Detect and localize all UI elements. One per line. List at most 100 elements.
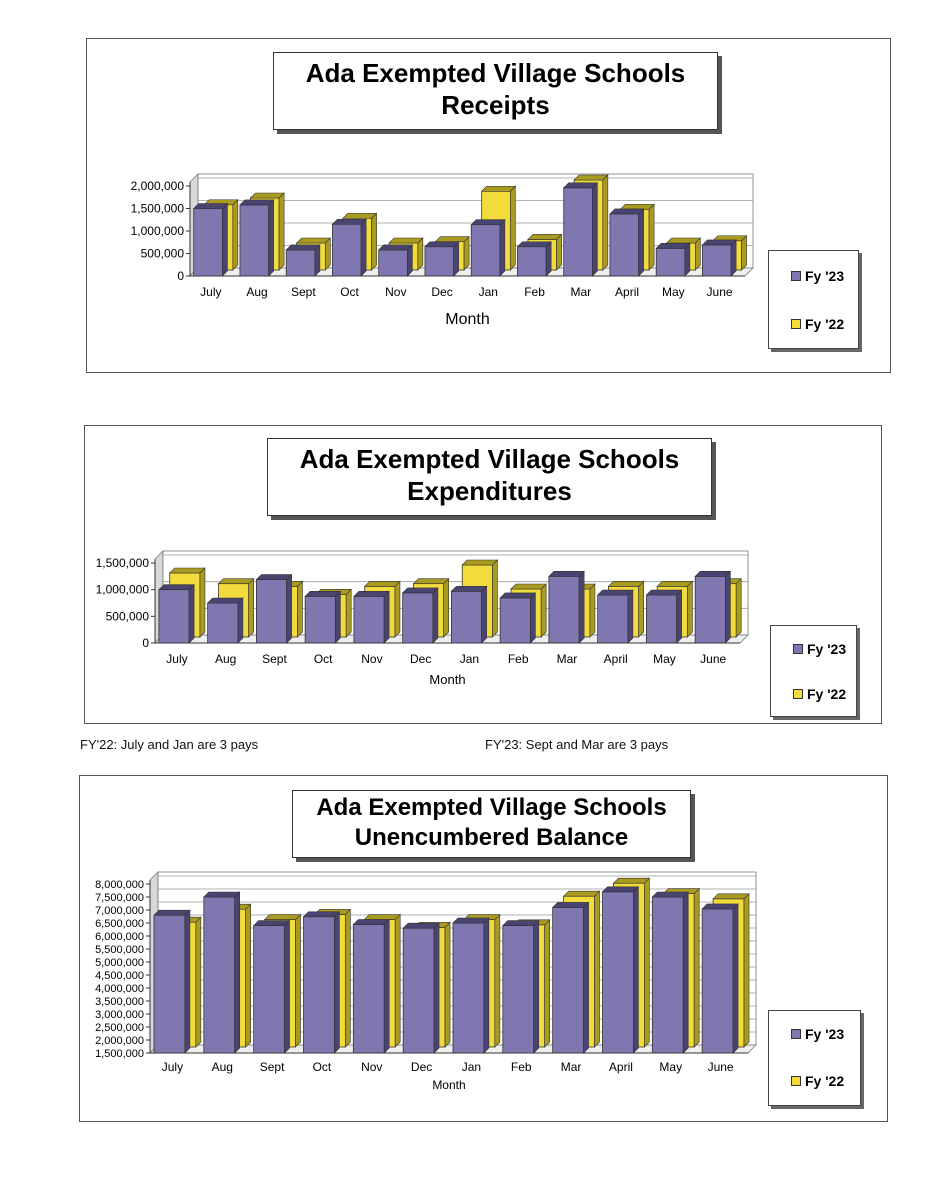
fy23-bar-top xyxy=(596,589,634,596)
fy23-bar-side xyxy=(184,909,191,1054)
x-tick-label: May xyxy=(659,1060,682,1074)
fy22-bar-top xyxy=(169,567,206,574)
fy23-bar-top xyxy=(562,182,599,189)
fy23-bar-side xyxy=(533,919,540,1054)
fy22-bar-side xyxy=(297,580,303,638)
expenditures-legend: Fy '23 Fy '22 xyxy=(770,625,857,717)
fy23-bar-top xyxy=(304,591,342,597)
x-tick-label: June xyxy=(708,1060,734,1074)
fy22-bar-top xyxy=(249,192,285,199)
legend-label: Fy '22 xyxy=(805,1073,845,1089)
y-tick-label: 8,000,000 xyxy=(95,879,144,891)
fy23-bar xyxy=(602,891,634,1054)
fy23-bar xyxy=(470,224,501,277)
fy23-bar-side xyxy=(360,218,367,277)
fy22-note: FY'22: July and Jan are 3 pays xyxy=(80,737,259,752)
fy23-bar-top xyxy=(609,208,645,215)
fy23-bar xyxy=(253,925,285,1054)
fy23-bar-top xyxy=(470,219,506,226)
fy23-swatch-icon xyxy=(793,644,803,654)
x-tick-label: Mar xyxy=(557,652,578,666)
fy22-bar-side xyxy=(325,237,331,271)
x-tick-label: Sept xyxy=(262,652,287,666)
fy22-bar-top xyxy=(412,578,450,584)
fy23-bar xyxy=(694,575,726,644)
x-tick-label: June xyxy=(700,652,726,666)
legend-item-fy22: Fy '22 xyxy=(793,686,846,702)
fy23-bar xyxy=(239,204,270,277)
fy23-bar-top xyxy=(401,587,439,594)
fy23-bar xyxy=(402,592,434,644)
y-tick-label: 1,000,000 xyxy=(96,583,150,597)
y-tick-label: 5,500,000 xyxy=(95,944,144,956)
fy22-bar-side xyxy=(417,237,424,271)
y-tick-label: 1,000,000 xyxy=(131,224,185,238)
fy23-bar xyxy=(332,223,362,277)
fy23-bar xyxy=(646,594,678,644)
fy22-bar-side xyxy=(602,174,609,271)
fy23-bar-top xyxy=(285,244,321,251)
fy23-bar-top xyxy=(203,891,241,898)
title-line2: Receipts xyxy=(441,90,550,120)
fy22-bar-side xyxy=(693,887,700,1048)
fy23-bar-side xyxy=(453,241,459,277)
fy22-bar-top xyxy=(656,581,694,587)
fy22-bar-top xyxy=(363,914,401,920)
fy23-bar xyxy=(424,246,455,277)
legend-label: Fy '22 xyxy=(807,686,847,702)
fy23-swatch-icon xyxy=(791,271,801,281)
fy23-bar-side xyxy=(583,901,589,1054)
x-tick-label: Jan xyxy=(462,1060,481,1074)
fy23-bar-top xyxy=(331,218,367,225)
fy23-bar xyxy=(303,916,335,1054)
fy23-bar-side xyxy=(335,590,341,644)
x-tick-label: Oct xyxy=(340,285,359,299)
x-tick-label: Aug xyxy=(215,652,236,666)
fy22-bar-top xyxy=(434,236,470,242)
fy23-bar xyxy=(702,244,732,277)
fy22-bar-side xyxy=(638,580,645,638)
fy23-bar-side xyxy=(433,922,440,1054)
y-tick-label: 1,500,000 xyxy=(96,556,150,570)
legend-label: Fy '22 xyxy=(805,316,845,332)
fy23-bar-top xyxy=(239,199,275,206)
fy23-bar xyxy=(402,927,435,1054)
receipts-bar-chart: 0 500,000 1,000,000 1,500,000 2,000,000 July A… xyxy=(131,173,754,328)
x-tick-label: May xyxy=(653,652,676,666)
y-tick-label: 1,500,000 xyxy=(95,1048,144,1060)
y-tick-label: 0 xyxy=(177,269,184,283)
fy23-bar xyxy=(353,595,385,644)
fy22-bar-side xyxy=(594,890,600,1048)
fy23-bar-side xyxy=(286,573,292,644)
fy23-note: FY'23: Sept and Mar are 3 pays xyxy=(485,737,669,752)
x-tick-label: Mar xyxy=(561,1060,582,1074)
x-tick-label: April xyxy=(609,1060,633,1074)
fy23-bar-top xyxy=(192,203,229,209)
legend-item-fy23: Fy '23 xyxy=(791,268,844,284)
fy23-bar-top xyxy=(499,592,537,599)
fy23-bar xyxy=(502,925,535,1054)
fy22-bar-top xyxy=(527,234,563,240)
x-tick-label: Sept xyxy=(291,285,316,299)
fy22-bar-side xyxy=(371,212,377,271)
expenditures-bar-chart: 0 500,000 1,000,000 1,500,000 July Aug Sept Oct… xyxy=(96,550,749,687)
legend-item-fy22: Fy '22 xyxy=(791,316,844,332)
legend-label: Fy '23 xyxy=(807,641,847,657)
fy23-bar-side xyxy=(682,891,689,1054)
fy23-swatch-icon xyxy=(791,1029,801,1039)
fy23-bar xyxy=(203,896,236,1054)
x-tick-label: July xyxy=(162,1060,183,1074)
x-tick-label: Jan xyxy=(460,652,479,666)
x-tick-label: Dec xyxy=(411,1060,432,1074)
fy22-bar-top xyxy=(712,893,750,900)
fy23-bar-top xyxy=(377,244,414,251)
fy23-bar-top xyxy=(701,903,739,910)
x-tick-label: May xyxy=(662,285,685,299)
x-tick-label: July xyxy=(200,285,221,299)
fy23-bar-side xyxy=(676,589,682,644)
fy22-swatch-icon xyxy=(791,319,801,329)
fy22-bar-side xyxy=(492,559,498,638)
title-line2: Unencumbered Balance xyxy=(354,824,629,851)
y-tick-label: 2,000,000 xyxy=(95,1035,144,1047)
